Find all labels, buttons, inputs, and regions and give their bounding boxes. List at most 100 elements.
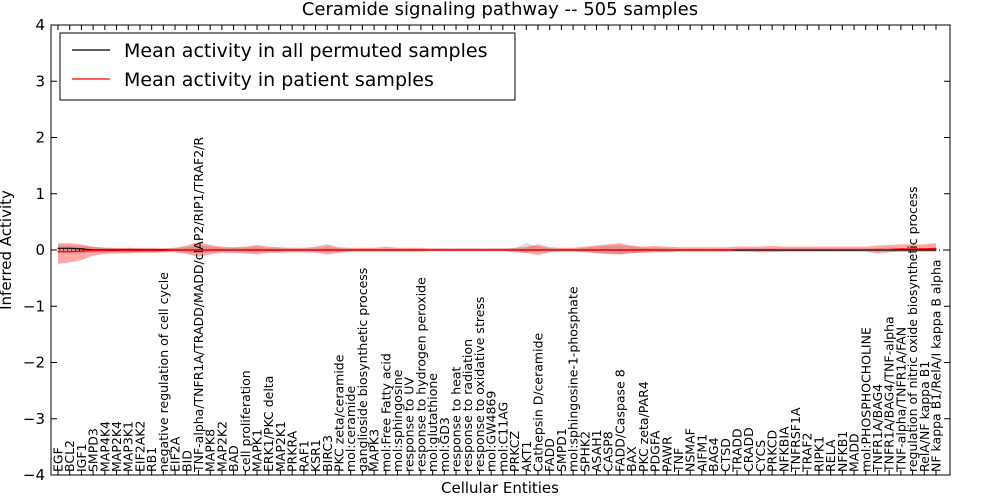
- data-point: [244, 249, 246, 251]
- data-point: [174, 249, 176, 251]
- data-point: [373, 249, 375, 251]
- confidence-bands: [58, 242, 936, 265]
- x-tick-label: TNFR1A/BAG4: [870, 384, 885, 473]
- x-tick-label: CASP8: [601, 431, 616, 472]
- x-tick-label: TNF-alpha/TNFR1A/TRADD/MADD/cIAP2/RIP1/T…: [191, 137, 206, 473]
- x-tick-label: MAP2K1: [273, 421, 288, 472]
- x-tick-label: TNFRSF1A: [788, 407, 803, 473]
- x-axis-ticks: EGFBCL2IGF1SMPD3MAP4K4MAP2K4MAP3K1EIF2AK…: [51, 25, 944, 475]
- x-tick-label: FADD/Caspase 8: [612, 369, 627, 472]
- data-point: [935, 247, 937, 249]
- x-tick-label: Cathepsin D/ceramide: [530, 332, 545, 472]
- x-tick-label: cell proliferation: [238, 370, 253, 472]
- x-tick-label: TRADD: [729, 428, 744, 473]
- x-tick-label: RelA/NF kappa B1: [917, 361, 932, 472]
- x-tick-label: EGF: [51, 447, 66, 472]
- x-tick-label: mol:Free Fatty acid: [378, 353, 393, 472]
- data-point: [151, 249, 153, 252]
- x-tick-label: NFKBIA: [776, 426, 791, 472]
- data-point: [162, 249, 164, 252]
- data-point: [865, 248, 867, 251]
- data-point: [560, 249, 562, 251]
- y-tick-label: −1: [23, 297, 45, 315]
- y-axis-ticks: −4 −3 −2 −1 0 1 2 3 4: [23, 16, 950, 484]
- data-point: [783, 248, 785, 251]
- x-tick-label: SMPD1: [554, 428, 569, 472]
- legend: Mean activity in all permuted samples Me…: [59, 32, 516, 101]
- x-tick-label: TNF-alpha/TNFR1A/FAN: [893, 327, 908, 473]
- data-point: [888, 248, 890, 251]
- x-tick-label: TRAF2: [800, 432, 815, 473]
- data-point: [689, 249, 691, 251]
- x-tick-label: BAG4: [706, 437, 721, 472]
- x-tick-label: EIF2A: [168, 436, 183, 472]
- data-point: [876, 248, 879, 251]
- x-tick-label: mol:glutathione: [425, 373, 440, 472]
- data-point: [841, 248, 843, 251]
- legend-box: [59, 32, 516, 101]
- data-point: [513, 249, 516, 251]
- data-point: [455, 249, 457, 251]
- data-point: [537, 249, 539, 251]
- data-point: [631, 249, 633, 251]
- data-point: [642, 249, 644, 251]
- data-point: [420, 249, 422, 251]
- y-tick-label: −3: [23, 410, 45, 428]
- data-point: [666, 249, 668, 251]
- data-point: [139, 249, 141, 252]
- band-patient: [58, 242, 936, 265]
- data-point: [900, 248, 902, 250]
- data-point: [853, 248, 855, 251]
- data-point: [69, 247, 71, 249]
- x-tick-label: MAPK3: [367, 429, 382, 472]
- data-point: [748, 248, 750, 251]
- data-point: [502, 249, 504, 251]
- y-tick-label: 0: [35, 241, 45, 259]
- data-point: [923, 249, 925, 251]
- data-point: [572, 249, 574, 251]
- data-point: [57, 251, 59, 253]
- data-point: [127, 249, 129, 252]
- data-point: [490, 249, 492, 251]
- data-point: [607, 249, 609, 251]
- data-point: [923, 248, 925, 250]
- x-tick-label: CTSD: [718, 438, 733, 472]
- legend-label-permuted: Mean activity in all permuted samples: [124, 40, 487, 62]
- data-point: [104, 249, 106, 252]
- data-point: [759, 248, 762, 251]
- x-tick-label: MAPK1: [250, 429, 265, 472]
- data-point: [935, 249, 937, 251]
- data-point: [256, 249, 258, 251]
- data-point: [478, 249, 481, 251]
- x-tick-label: MAP2K4: [109, 421, 124, 472]
- data-point: [291, 249, 293, 251]
- data-point: [818, 248, 820, 251]
- x-tick-label: BCL2: [62, 440, 77, 472]
- band-permuted: [58, 243, 936, 254]
- data-point: [80, 250, 83, 252]
- series-lines: [51, 247, 950, 253]
- x-axis-label: Cellular Entities: [441, 479, 559, 497]
- data-point: [350, 249, 352, 251]
- data-point: [314, 249, 317, 251]
- data-point: [830, 248, 832, 251]
- x-tick-label: mol:sphingosine: [390, 369, 405, 472]
- data-point: [326, 249, 328, 251]
- data-point: [432, 249, 434, 251]
- x-tick-label: TNF: [671, 448, 686, 473]
- data-point: [736, 248, 738, 251]
- chart-title: Ceramide signaling pathway -- 505 sample…: [302, 0, 698, 20]
- y-tick-label: 4: [35, 16, 45, 34]
- x-tick-label: BIRC3: [320, 435, 335, 472]
- x-tick-label: mol:GD3: [437, 417, 452, 472]
- x-tick-label: MADD: [847, 433, 862, 472]
- data-point: [900, 249, 902, 251]
- x-tick-label: BID: [179, 450, 194, 472]
- data-point: [209, 249, 211, 251]
- data-point: [619, 249, 621, 251]
- x-tick-label: mol:C11AG: [495, 402, 510, 472]
- x-tick-label: negative regulation of cell cycle: [156, 272, 171, 472]
- data-point: [595, 249, 598, 251]
- data-point: [443, 249, 445, 251]
- data-point: [115, 249, 118, 252]
